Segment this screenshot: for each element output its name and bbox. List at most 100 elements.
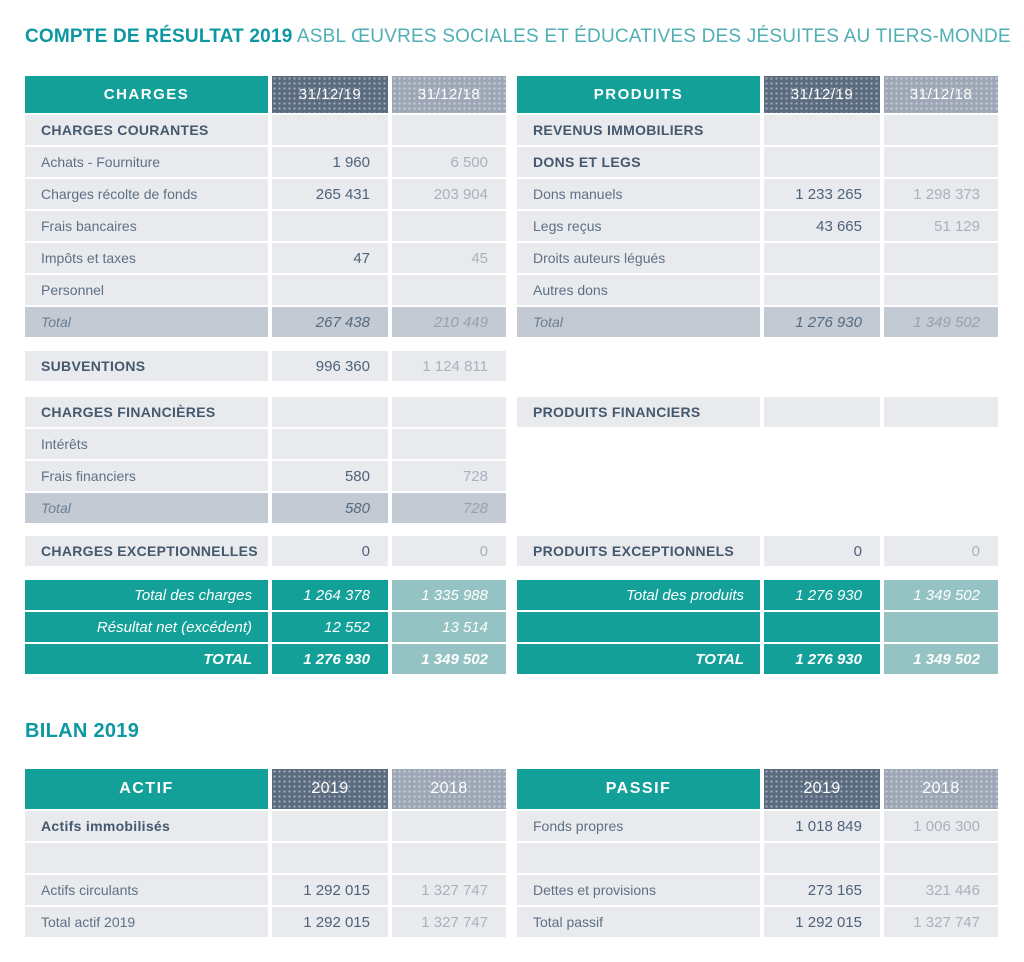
row-label: Legs reçus [517,211,760,241]
grand-total-produits-label: TOTAL [517,644,760,674]
row-label: Total passif [517,907,760,937]
charges-exceptionnelles-table: CHARGES EXCEPTIONNELLES 0 0 [25,536,506,566]
section-charges-financieres: CHARGES FINANCIÈRES [25,397,268,427]
produits-total-2019: 1 276 930 [764,307,880,337]
actif-header: ACTIF [25,769,268,809]
value-2018: 203 904 [392,179,506,209]
value-2019: 1 292 015 [272,907,388,937]
passif-col-2018: 2018 [884,769,998,809]
value-2019: 1 292 015 [272,875,388,905]
total-charges-label: Total des charges [25,580,268,610]
value-2019: 1 960 [272,147,388,177]
produits-exceptionnels-label: PRODUITS EXCEPTIONNELS [517,536,760,566]
row-label: Achats - Fourniture [25,147,268,177]
value-2019 [272,843,388,873]
value-2019 [764,243,880,273]
value-2019 [272,811,388,841]
value-2018: 1 006 300 [884,811,998,841]
total-produits-label: Total des produits [517,580,760,610]
row-label: Dons manuels [517,179,760,209]
row-label: Total actif 2019 [25,907,268,937]
value-2018: 1 327 747 [392,907,506,937]
grand-total-produits-2019: 1 276 930 [764,644,880,674]
bilan-title: BILAN 2019 [25,720,140,742]
value-2018 [884,243,998,273]
charges-col-2019: 31/12/19 [272,76,388,113]
charges-header: CHARGES [25,76,268,113]
produits-total-label: Total [517,307,760,337]
empty-teal-2018 [884,612,998,642]
row-label: Personnel [25,275,268,305]
subventions-2018: 1 124 811 [392,351,506,381]
row-label: Dettes et provisions [517,875,760,905]
produits-col-2019: 31/12/19 [764,76,880,113]
value-2019 [764,275,880,305]
produits-header: PRODUITS [517,76,760,113]
passif-header: PASSIF [517,769,760,809]
charges-summary-table: Total des charges 1 264 378 1 335 988 Ré… [25,580,506,674]
total-produits-2018: 1 349 502 [884,580,998,610]
charges-col-2018: 31/12/18 [392,76,506,113]
grand-total-charges-label: TOTAL [25,644,268,674]
value-2018 [392,429,506,459]
empty-cell [272,115,388,145]
charges-exceptionnelles-2018: 0 [392,536,506,566]
produits-total-2018: 1 349 502 [884,307,998,337]
actif-col-2018: 2018 [392,769,506,809]
row-label: Actifs immobilisés [25,811,268,841]
section-dons-et-legs: DONS ET LEGS [517,147,760,177]
subventions-table: SUBVENTIONS 996 360 1 124 811 [25,351,506,381]
empty-teal-label [517,612,760,642]
resultat-net-label: Résultat net (excédent) [25,612,268,642]
produits-exceptionnels-2018: 0 [884,536,998,566]
value-2019: 273 165 [764,875,880,905]
value-2019: 1 292 015 [764,907,880,937]
row-label: Autres dons [517,275,760,305]
value-2019: 1 018 849 [764,811,880,841]
charges-financieres-total-2018: 728 [392,493,506,523]
income-statement-section: CHARGES 31/12/19 31/12/18 CHARGES COURAN… [25,76,1024,674]
empty-cell [884,147,998,177]
charges-table: CHARGES 31/12/19 31/12/18 CHARGES COURAN… [25,76,506,337]
value-2018: 51 129 [884,211,998,241]
value-2018: 1 298 373 [884,179,998,209]
row-label: Frais bancaires [25,211,268,241]
value-2019 [764,843,880,873]
row-label [25,843,268,873]
row-label: Fonds propres [517,811,760,841]
grand-total-charges-2019: 1 276 930 [272,644,388,674]
value-2018: 45 [392,243,506,273]
charges-exceptionnelles-label: CHARGES EXCEPTIONNELLES [25,536,268,566]
value-2019 [272,275,388,305]
resultat-net-2019: 12 552 [272,612,388,642]
value-2018 [392,811,506,841]
row-label: Impôts et taxes [25,243,268,273]
charges-financieres-total-label: Total [25,493,268,523]
subventions-2019: 996 360 [272,351,388,381]
empty-cell [392,397,506,427]
value-2018: 1 327 747 [392,875,506,905]
produits-col-2018: 31/12/18 [884,76,998,113]
value-2018: 728 [392,461,506,491]
value-2018: 321 446 [884,875,998,905]
balance-sheet-section: ACTIF 2019 2018 Actifs immobilisés Actif… [25,769,1024,937]
charges-courantes-total-2018: 210 449 [392,307,506,337]
total-charges-2018: 1 335 988 [392,580,506,610]
title-main: COMPTE DE RÉSULTAT 2019 [25,26,293,47]
value-2018: 1 327 747 [884,907,998,937]
value-2018 [392,275,506,305]
row-label: Actifs circulants [25,875,268,905]
total-charges-2019: 1 264 378 [272,580,388,610]
value-2019 [272,211,388,241]
passif-table: PASSIF 2019 2018 Fonds propres 1 018 849… [517,769,998,937]
page-title: COMPTE DE RÉSULTAT 2019 ASBL ŒUVRES SOCI… [0,0,1024,48]
grand-total-charges-2018: 1 349 502 [392,644,506,674]
value-2019 [272,429,388,459]
value-2018 [392,211,506,241]
value-2019: 580 [272,461,388,491]
grand-total-produits-2018: 1 349 502 [884,644,998,674]
value-2019: 43 665 [764,211,880,241]
produits-financiers-2018 [884,397,998,427]
charges-column: CHARGES 31/12/19 31/12/18 CHARGES COURAN… [25,76,506,674]
value-2019: 265 431 [272,179,388,209]
